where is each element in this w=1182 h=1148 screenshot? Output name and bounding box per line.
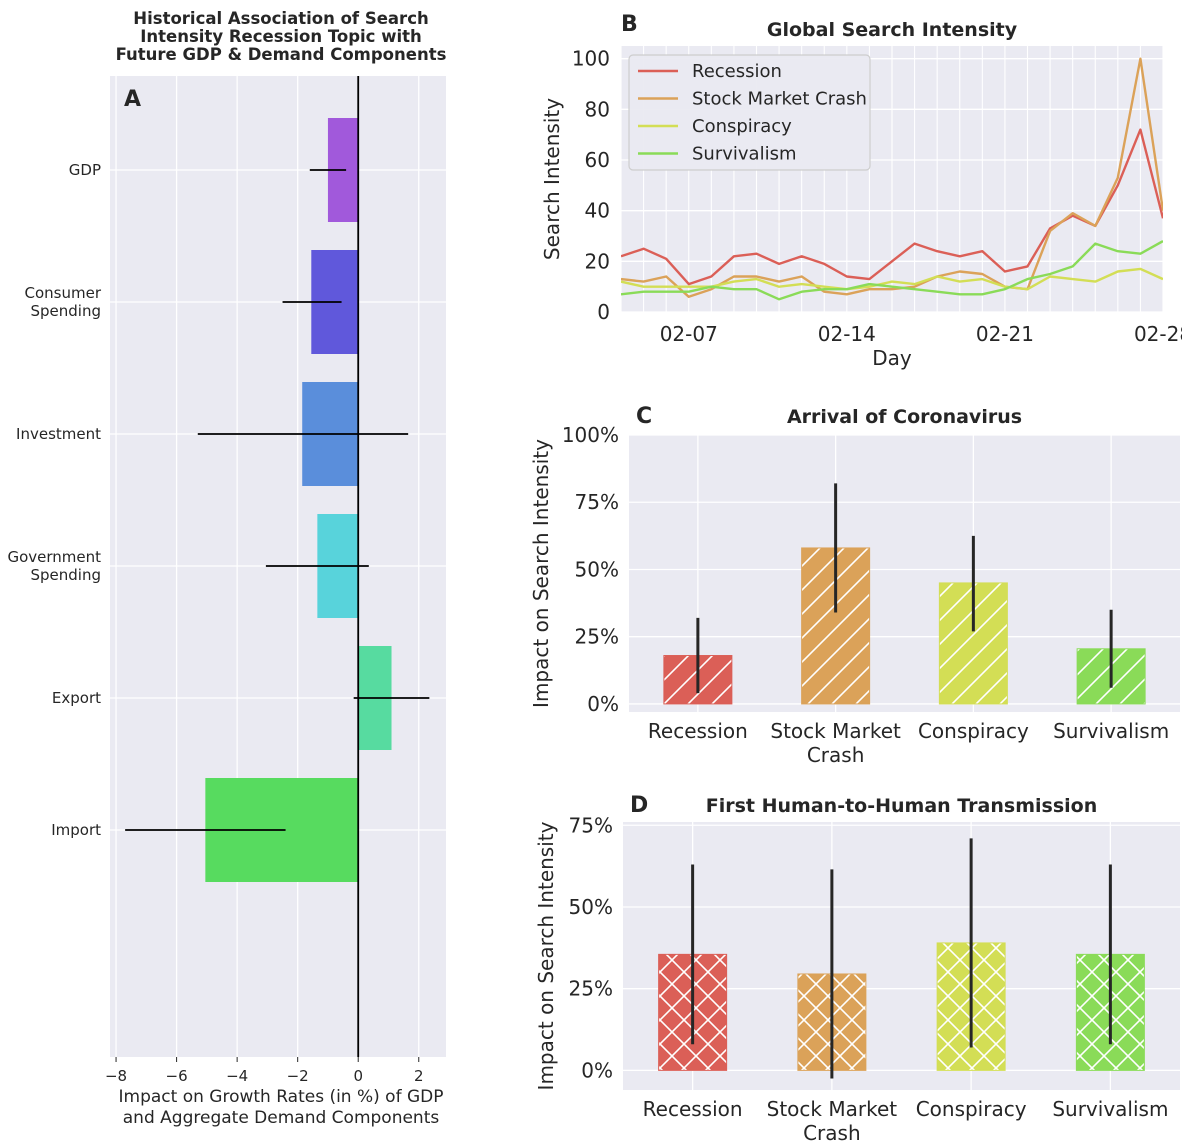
- panel-xtick-label: Stock Market Crash: [767, 1097, 898, 1145]
- panel-ytick-label: 75%: [569, 813, 613, 837]
- panel-ytick-label: 100%: [562, 423, 619, 447]
- panel-b: 0 20 40 60 80 100 02-07 02-14 02-21 02-28 Day Searc…: [540, 12, 1182, 370]
- panel-ytick-label: 0%: [587, 692, 619, 716]
- panel-xtick-label: Conspiracy: [916, 1097, 1027, 1121]
- legend-label-survivalism: Survivalism: [692, 144, 796, 165]
- panel-b-ytick-label: 20: [585, 249, 610, 273]
- panel-a-title: Future GDP & Demand Components: [116, 45, 447, 64]
- panel-a-letter: A: [124, 87, 141, 112]
- panel-b-ytick-label: 60: [585, 148, 610, 172]
- legend-label-recession: Recession: [692, 61, 782, 82]
- panel-b-ytick-label: 100: [572, 47, 610, 71]
- panel-a: GDP Consumer Spending Investment Government S…: [7, 9, 446, 1128]
- panel-letter: C: [636, 404, 652, 429]
- panel-b-xlabel: Day: [872, 346, 912, 370]
- panel-xtick-label: Survivalism: [1053, 719, 1169, 743]
- panel-a-xtick-label: −8: [105, 1067, 127, 1085]
- panel-xtick-label: Conspiracy: [918, 719, 1029, 743]
- panel-a-xtick-label: −6: [166, 1067, 188, 1085]
- panel-xtick-label: Stock Market Crash: [770, 719, 901, 767]
- panel-a-category-label: Export: [52, 689, 101, 707]
- panel-b-ytick-label: 80: [585, 97, 610, 121]
- panel-a-xlabel: Impact on Growth Rates (in %) of GDP: [119, 1087, 444, 1107]
- panel-b-xtick-label: 02-28: [1134, 322, 1182, 346]
- panel-xtick-label: Survivalism: [1052, 1097, 1168, 1121]
- panel-ylabel: Impact on Search Intensity: [529, 439, 553, 708]
- panel-a-title: Historical Association of Search: [133, 9, 428, 28]
- panel-title: Arrival of Coronavirus: [787, 406, 1022, 428]
- panel-b-xtick-label: 02-14: [818, 322, 876, 346]
- panel-title: First Human-to-Human Transmission: [706, 795, 1097, 817]
- panel-a-category-label: Consumer Spending: [25, 284, 102, 320]
- panel-xtick-label: Recession: [643, 1097, 743, 1121]
- panel-a-category-label: Import: [51, 821, 101, 839]
- legend-label-stock-market-crash: Stock Market Crash: [692, 89, 867, 110]
- panel-b-xtick-label: 02-07: [660, 322, 718, 346]
- panel-ytick-label: 25%: [569, 977, 613, 1001]
- panel-b-xtick-label: 02-21: [976, 322, 1034, 346]
- panel-a-category-label: GDP: [69, 161, 101, 179]
- panel-letter: D: [630, 793, 648, 818]
- panel-a-title: Intensity Recession Topic with: [140, 27, 422, 46]
- panel-a-category-label: Government Spending: [7, 548, 101, 584]
- panel-ytick-label: 50%: [575, 557, 619, 581]
- panel-xtick-label: Recession: [648, 719, 748, 743]
- panel-ytick-label: 50%: [569, 895, 613, 919]
- panel-a-xtick-label: 2: [414, 1067, 424, 1085]
- panel-d: 0% 25% 50% 75% Recession Stock Market Crash Con…: [534, 793, 1180, 1145]
- panel-b-legend: Recession Stock Market Crash Conspiracy Sur…: [629, 55, 870, 170]
- panel-a-xlabel: and Aggregate Demand Components: [123, 1108, 440, 1128]
- panel-ytick-label: 75%: [575, 490, 619, 514]
- panel-b-ytick-label: 40: [585, 199, 610, 223]
- panel-c: 0% 25% 50% 75% 100% Recession Stock Market Cras…: [529, 404, 1180, 767]
- legend-label-conspiracy: Conspiracy: [692, 116, 792, 137]
- panel-b-title: Global Search Intensity: [767, 19, 1018, 41]
- panel-ytick-label: 25%: [575, 625, 619, 649]
- panel-b-ylabel: Search Intensity: [540, 98, 564, 260]
- panel-ylabel: Impact on Search Intensity: [534, 821, 558, 1090]
- panel-b-ytick-label: 0: [597, 300, 610, 324]
- panel-a-xtick-label: −4: [226, 1067, 248, 1085]
- panel-b-letter: B: [621, 12, 638, 37]
- panel-a-category-label: Investment: [16, 425, 101, 443]
- panel-a-xtick-label: −2: [287, 1067, 309, 1085]
- panel-a-xtick-label: 0: [353, 1067, 363, 1085]
- panel-ytick-label: 0%: [581, 1058, 613, 1082]
